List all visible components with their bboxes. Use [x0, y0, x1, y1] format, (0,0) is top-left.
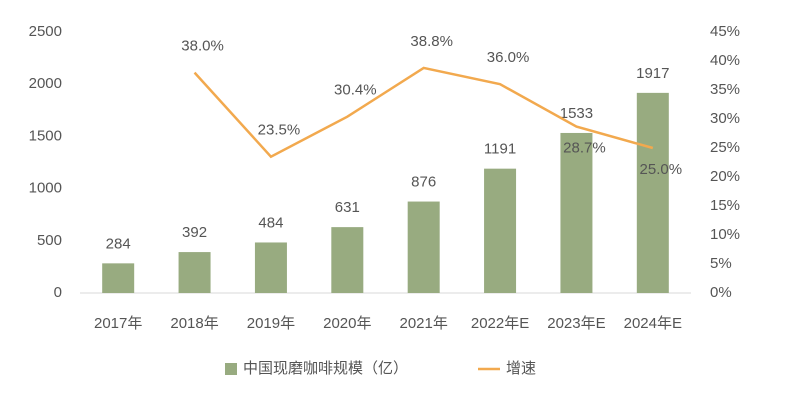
line-value-label: 38.8%	[410, 33, 453, 50]
y2-tick-label: 35%	[710, 81, 740, 98]
line-value-label: 30.4%	[334, 82, 377, 99]
bar	[254, 242, 287, 293]
line-value-label: 23.5%	[258, 122, 301, 139]
bar-value-label: 631	[335, 199, 360, 216]
y-tick-label: 1500	[29, 127, 62, 144]
bar-value-label: 1191	[484, 141, 516, 158]
line-value-label: 28.7%	[563, 140, 606, 157]
bar	[331, 227, 364, 293]
bar-value-label: 284	[106, 235, 131, 252]
legend-label: 中国现磨咖啡规模（亿）	[243, 360, 408, 377]
y-tick-label: 0	[54, 284, 62, 301]
legend-label: 增速	[506, 360, 536, 377]
bar	[560, 132, 593, 293]
x-tick-label: 2024年E	[624, 315, 682, 332]
y2-tick-label: 45%	[710, 23, 740, 40]
y2-tick-label: 40%	[710, 52, 740, 69]
y2-tick-label: 10%	[710, 226, 740, 243]
legend-swatch	[225, 363, 237, 375]
x-tick-label: 2023年E	[547, 315, 605, 332]
bar	[484, 168, 517, 293]
line-value-label: 38.0%	[181, 38, 224, 55]
y2-tick-label: 20%	[710, 168, 740, 185]
bar	[407, 201, 440, 293]
y2-tick-label: 25%	[710, 139, 740, 156]
y-tick-label: 500	[37, 232, 62, 249]
x-tick-label: 2021年	[400, 315, 448, 332]
bar	[102, 263, 135, 293]
y2-tick-label: 30%	[710, 110, 740, 127]
line-value-label: 36.0%	[487, 49, 530, 66]
y-tick-label: 2500	[29, 23, 62, 40]
x-tick-label: 2019年	[247, 315, 295, 332]
y-tick-label: 1000	[29, 180, 62, 197]
y-tick-label: 2000	[29, 75, 62, 92]
x-tick-label: 2022年E	[471, 315, 529, 332]
bar	[636, 92, 669, 293]
bar-value-label: 1533	[560, 105, 593, 122]
bar	[178, 252, 211, 293]
y2-tick-label: 15%	[710, 197, 740, 214]
x-tick-label: 2018年	[170, 315, 218, 332]
y2-tick-label: 0%	[710, 284, 732, 301]
bar-value-label: 876	[411, 174, 436, 191]
y2-tick-label: 5%	[710, 255, 732, 272]
bar-value-label: 392	[182, 224, 207, 241]
line-value-label: 25.0%	[640, 161, 683, 178]
growth-line	[193, 66, 654, 159]
x-tick-label: 2020年	[323, 315, 371, 332]
x-tick-label: 2017年	[94, 315, 142, 332]
bar-value-label: 484	[258, 214, 283, 231]
bar-value-label: 1917	[636, 65, 669, 82]
